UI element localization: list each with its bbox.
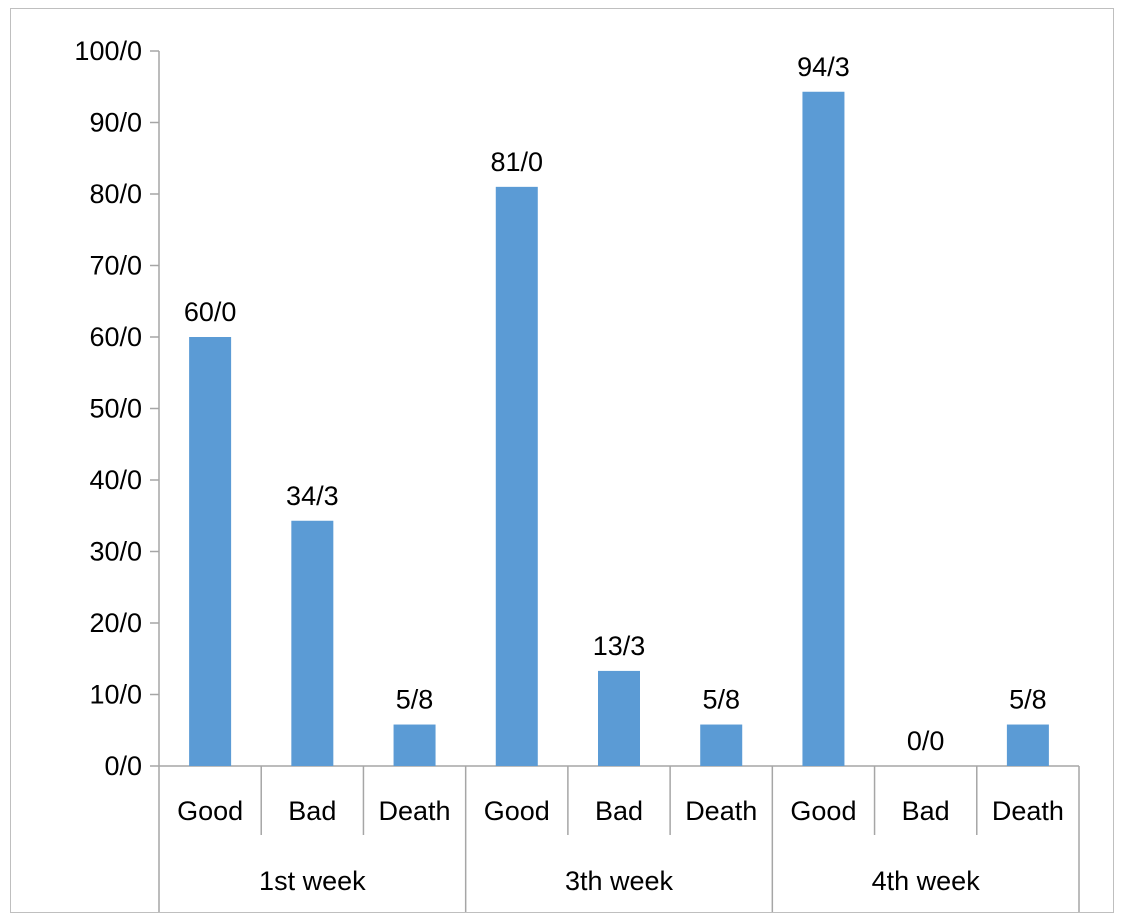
y-tick-label: 100/0	[74, 36, 142, 66]
data-label: 94/3	[797, 52, 850, 82]
y-tick-label: 40/0	[89, 465, 142, 495]
y-tick-label: 0/0	[104, 751, 142, 781]
category-label: Good	[177, 796, 243, 826]
y-tick-label: 80/0	[89, 179, 142, 209]
y-tick-label: 30/0	[89, 537, 142, 567]
category-label: Death	[992, 796, 1064, 826]
bar	[291, 520, 334, 766]
data-label: 13/3	[593, 631, 646, 661]
category-label: Bad	[288, 796, 336, 826]
data-label: 81/0	[490, 147, 543, 177]
group-label: 3th week	[565, 866, 674, 896]
y-tick-label: 20/0	[89, 608, 142, 638]
bar	[1006, 724, 1049, 766]
data-label: 60/0	[184, 297, 237, 327]
data-label: 5/8	[702, 685, 740, 715]
y-tick-label: 10/0	[89, 680, 142, 710]
category-label: Death	[379, 796, 451, 826]
y-tick-label: 50/0	[89, 394, 142, 424]
category-label: Good	[484, 796, 550, 826]
bar	[393, 724, 436, 766]
category-label: Good	[790, 796, 856, 826]
y-tick-label: 70/0	[89, 251, 142, 281]
y-tick-label: 60/0	[89, 322, 142, 352]
data-label: 5/8	[396, 685, 434, 715]
bar-chart: 0/0 10/0 20/0 30/0 40/0 50/0 60/0 70/0 80/0 90/0 1…	[74, 36, 1080, 912]
category-label: Bad	[902, 796, 950, 826]
data-label: 34/3	[286, 481, 339, 511]
category-label: Death	[685, 796, 757, 826]
bar	[598, 670, 640, 766]
group-label: 4th week	[872, 866, 981, 896]
data-label: 5/8	[1009, 685, 1047, 715]
bar	[189, 337, 232, 766]
bar	[802, 91, 845, 766]
data-label: 0/0	[907, 726, 945, 756]
chart-frame: 0/0 10/0 20/0 30/0 40/0 50/0 60/0 70/0 80/0 90/0 1…	[10, 8, 1114, 913]
y-tick-label: 90/0	[89, 108, 142, 138]
group-label: 1st week	[259, 866, 366, 896]
bar	[495, 186, 538, 767]
bar	[700, 724, 743, 766]
category-label: Bad	[595, 796, 643, 826]
